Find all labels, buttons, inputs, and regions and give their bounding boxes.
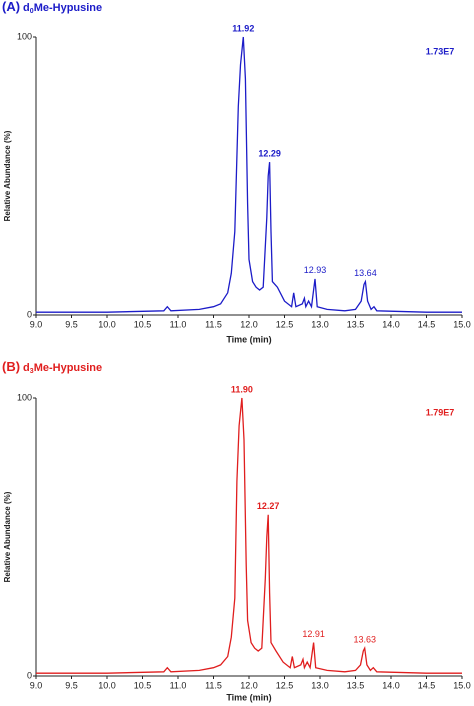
x-tick-label: 13.0	[311, 680, 329, 690]
y-axis-label: Relative Abundance (%)	[3, 491, 12, 582]
x-tick-label: 10.5	[134, 319, 152, 329]
y-tick-label: 100	[17, 31, 32, 41]
x-tick-label: 13.5	[347, 680, 365, 690]
trace	[36, 36, 462, 313]
x-tick-label: 11.5	[205, 319, 222, 329]
peak-label: 13.64	[354, 268, 377, 278]
x-tick-label: 14.0	[382, 319, 400, 329]
annotation: 1.79E7	[426, 407, 455, 417]
x-tick-label: 9.5	[65, 319, 78, 329]
x-tick-label: 14.5	[418, 680, 436, 690]
peak-label: 11.92	[232, 23, 254, 33]
y-tick-label: 0	[27, 309, 32, 319]
y-tick-label: 100	[17, 392, 32, 402]
x-tick-label: 13.0	[311, 319, 329, 329]
x-tick-label: 9.0	[30, 680, 43, 690]
x-tick-label: 14.5	[418, 319, 436, 329]
x-tick-label: 14.0	[382, 680, 400, 690]
x-tick-label: 12.0	[240, 319, 258, 329]
y-axis-label: Relative Abundance (%)	[3, 130, 12, 221]
x-axis-label: Time (min)	[226, 692, 271, 702]
peak-label: 12.27	[257, 501, 280, 511]
y-tick-label: 0	[27, 670, 32, 680]
title-part: (A)	[2, 0, 20, 14]
title-part: 3	[30, 368, 34, 375]
trace	[36, 397, 462, 674]
x-tick-label: 11.5	[205, 680, 222, 690]
x-tick-label: 9.5	[65, 680, 78, 690]
panel-title: (B) d3Me-Hypusine	[2, 359, 102, 374]
annotation: 1.73E7	[426, 46, 455, 56]
x-tick-label: 11.0	[170, 680, 187, 690]
peak-label: 12.29	[258, 148, 281, 158]
x-tick-label: 15.0	[453, 680, 471, 690]
peak-label: 13.63	[353, 635, 376, 645]
x-tick-label: 9.0	[30, 319, 43, 329]
x-tick-label: 12.5	[276, 319, 294, 329]
panel-title: (A) d0Me-Hypusine	[2, 0, 102, 15]
x-tick-label: 10.5	[134, 680, 152, 690]
title-part: d	[23, 362, 30, 374]
x-tick-label: 12.0	[240, 680, 258, 690]
x-axis-label: Time (min)	[226, 334, 271, 344]
peak-label: 11.90	[231, 384, 253, 394]
x-tick-label: 12.5	[276, 680, 294, 690]
x-tick-label: 10.0	[98, 319, 116, 329]
peak-label: 12.91	[302, 629, 325, 639]
x-tick-label: 13.5	[347, 319, 365, 329]
title-part: d	[23, 2, 30, 14]
x-tick-label: 10.0	[98, 680, 116, 690]
x-tick-label: 15.0	[453, 319, 471, 329]
x-tick-label: 11.0	[170, 319, 187, 329]
title-part: Me-Hypusine	[34, 2, 102, 14]
peak-label: 12.93	[304, 265, 327, 275]
title-part: (B)	[2, 359, 20, 374]
title-part: 0	[30, 8, 34, 15]
title-part: Me-Hypusine	[34, 362, 102, 374]
